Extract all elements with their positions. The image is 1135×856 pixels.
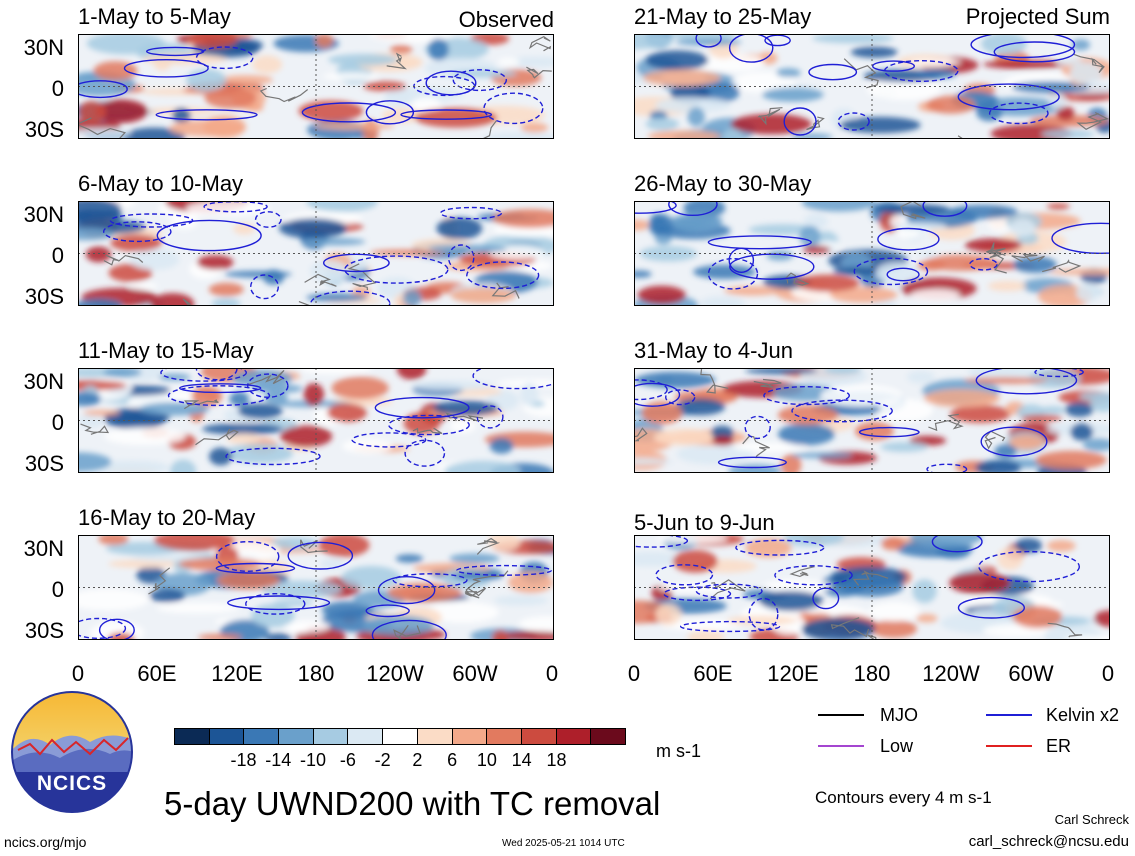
panel-title: 26-May to 30-May — [634, 171, 812, 196]
lon-label: 60W — [1008, 661, 1054, 686]
colorbar-units: m s-1 — [656, 741, 701, 761]
colorbar-swatch — [279, 729, 314, 744]
colorbar-swatch — [348, 729, 384, 744]
lon-label: 180 — [297, 661, 335, 686]
main-title: 5-day UWND200 with TC removal — [164, 785, 661, 822]
panel-tag-projected: Projected Sum — [965, 4, 1110, 29]
panel-title: 5-Jun to 9-Jun — [634, 510, 775, 535]
legend-label: ER — [1046, 736, 1072, 756]
map-svg — [78, 34, 554, 139]
logo-text: NCICS — [36, 772, 108, 795]
lat-label: 30S — [24, 451, 64, 476]
author-name: Carl Schreck — [1054, 812, 1129, 827]
legend-line-mjo — [818, 714, 864, 716]
panel-title: 6-May to 10-May — [78, 171, 244, 196]
colorbar-tick-label: 18 — [546, 750, 567, 770]
colorbar-swatch — [244, 729, 280, 744]
map-svg — [634, 34, 1110, 139]
lon-label: 0 — [627, 661, 641, 686]
lat-label: 30S — [24, 618, 64, 643]
colorbar-tick-label: -14 — [265, 750, 292, 770]
lat-label: 0 — [51, 577, 64, 602]
colorbar-swatch — [452, 729, 488, 744]
colorbar-tick-label: -2 — [374, 750, 391, 770]
panel-title: 1-May to 5-May — [78, 4, 231, 29]
panel-title: 31-May to 4-Jun — [634, 338, 793, 363]
colorbar-swatch — [487, 729, 522, 744]
lon-label: 60E — [137, 661, 177, 686]
lat-label: 0 — [51, 76, 64, 101]
colorbar-swatch — [417, 729, 453, 744]
legend-label: MJO — [880, 705, 918, 725]
legend-label: Low — [880, 736, 914, 756]
author-email: carl_schreck@ncsu.edu — [968, 833, 1129, 850]
lon-label: 0 — [1101, 661, 1115, 686]
lat-label: 30N — [23, 35, 64, 60]
colorbar-tick-label: -18 — [230, 750, 257, 770]
colorbar-swatch — [175, 729, 210, 744]
colorbar-tick-label: 14 — [511, 750, 532, 770]
colorbar-tick-label: -10 — [300, 750, 327, 770]
colorbar-swatch — [313, 729, 349, 744]
lat-label: 30N — [23, 369, 64, 394]
lon-label: 120W — [366, 661, 424, 686]
timestamp: Wed 2025-05-21 1014 UTC — [502, 838, 625, 849]
lon-label: 60W — [452, 661, 498, 686]
map-svg — [634, 201, 1110, 306]
anomaly-map — [78, 201, 554, 306]
lon-label: 60E — [693, 661, 733, 686]
lat-label: 0 — [51, 243, 64, 268]
anomaly-map — [634, 34, 1110, 139]
lon-label: 180 — [853, 661, 891, 686]
colorbar-swatch — [556, 729, 592, 744]
colorbar-tick-label: 6 — [447, 750, 458, 770]
legend-line-kelvin — [986, 714, 1032, 716]
colorbar-tick-label: -6 — [339, 750, 356, 770]
colorbar-tick-label: 2 — [412, 750, 423, 770]
panel-tag-observed: Observed — [458, 7, 554, 32]
anomaly-map — [634, 535, 1110, 640]
panel-title: 16-May to 20-May — [78, 505, 256, 530]
panel-title: 11-May to 15-May — [78, 338, 254, 363]
anomaly-map — [634, 201, 1110, 306]
anomaly-map — [634, 368, 1110, 473]
panel-title: 21-May to 25-May — [634, 4, 812, 29]
anomaly-map — [78, 34, 554, 139]
map-svg — [78, 368, 554, 473]
colorbar-tick-label: 10 — [476, 750, 497, 770]
lon-label: 120E — [767, 661, 819, 686]
map-svg — [634, 535, 1110, 640]
map-svg — [78, 201, 554, 306]
legend-line-low — [818, 745, 864, 747]
lat-label: 30S — [24, 284, 64, 309]
map-svg — [634, 368, 1110, 473]
colorbar-swatch — [383, 729, 418, 744]
contour-note: Contours every 4 m s-1 — [815, 788, 992, 807]
lat-label: 30S — [24, 117, 64, 142]
colorbar-swatches — [174, 728, 626, 745]
anomaly-map — [78, 368, 554, 473]
lat-label: 0 — [51, 410, 64, 435]
legend-label: Kelvin x2 — [1046, 705, 1120, 725]
lat-label: 30N — [23, 536, 64, 561]
anomaly-map — [78, 535, 554, 640]
lat-label: 30N — [23, 202, 64, 227]
lon-label: 0 — [71, 661, 85, 686]
lon-label: 120W — [922, 661, 980, 686]
website-label: ncics.org/mjo — [4, 834, 87, 850]
colorbar-swatch — [591, 729, 625, 744]
ncics-logo: NCICS — [10, 690, 134, 814]
map-svg — [78, 535, 554, 640]
colorbar-swatch — [521, 729, 557, 744]
colorbar-swatch — [209, 729, 245, 744]
lon-label: 120E — [211, 661, 263, 686]
legend-line-er — [986, 745, 1032, 747]
lon-label: 0 — [545, 661, 559, 686]
